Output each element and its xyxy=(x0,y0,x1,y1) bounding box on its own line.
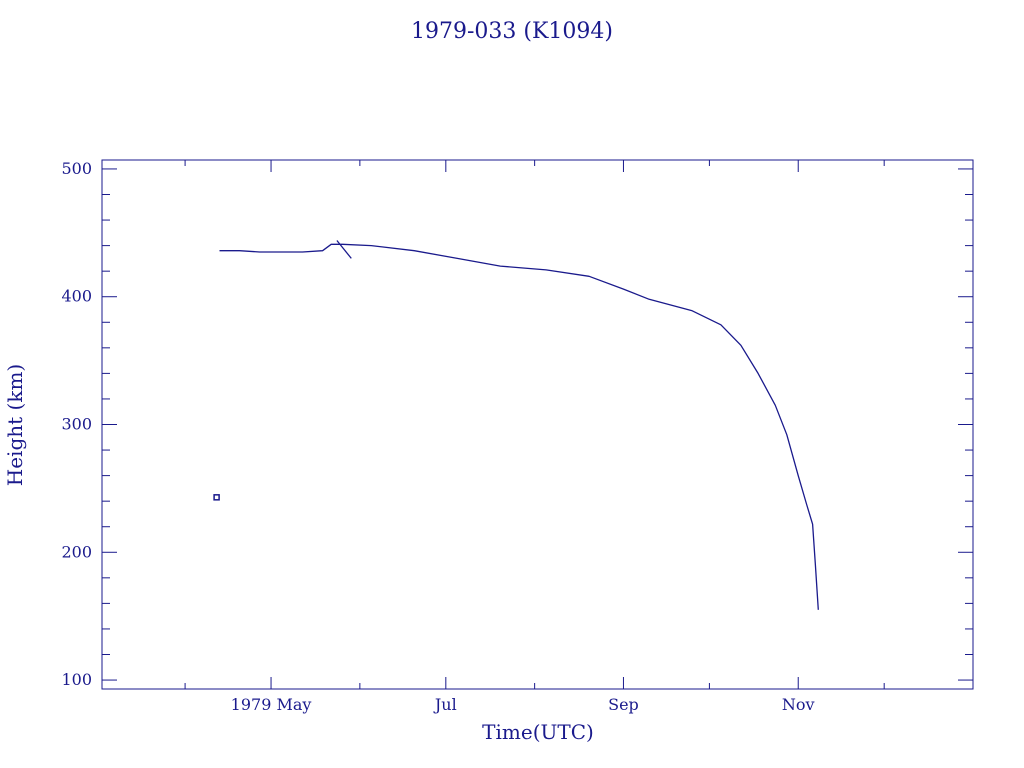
data-point xyxy=(213,494,220,501)
y-tick-label: 300 xyxy=(61,415,92,434)
chart-title: 1979-033 (K1094) xyxy=(411,19,613,44)
height-series-line xyxy=(219,243,819,610)
x-tick-label: Sep xyxy=(608,695,639,714)
x-tick-label: 1979 May xyxy=(231,695,312,714)
x-tick-label: Jul xyxy=(433,695,457,714)
y-tick-label: 500 xyxy=(61,159,92,178)
plot-area: 100 200 300 400 500 1979 May Jul Sep Nov xyxy=(61,159,974,714)
x-axis-label: Time(UTC) xyxy=(482,720,594,744)
y-tick-label: 200 xyxy=(61,542,92,561)
y-tick-label: 400 xyxy=(61,287,92,306)
y-tick-label: 100 xyxy=(61,670,92,689)
plot-frame xyxy=(101,159,974,690)
height-series-line xyxy=(336,240,352,259)
x-tick-label: Nov xyxy=(782,695,815,714)
y-axis-label: Height (km) xyxy=(3,364,27,486)
